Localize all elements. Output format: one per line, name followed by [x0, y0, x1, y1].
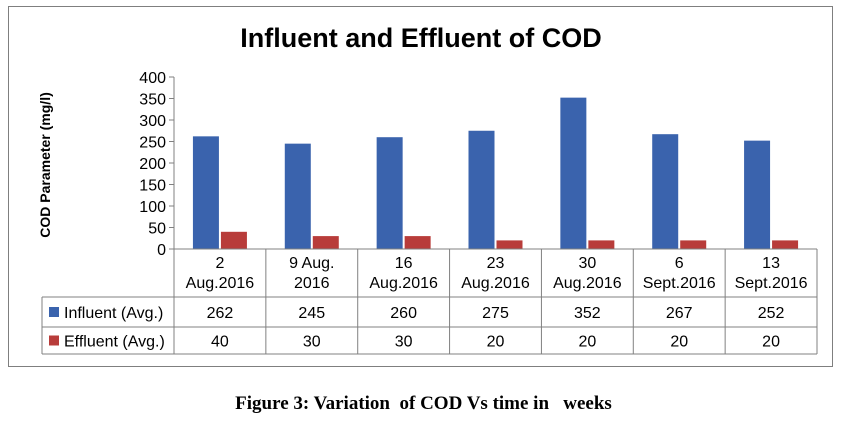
category-label: 2 [215, 255, 224, 272]
category-label: Aug.2016 [369, 275, 438, 292]
category-label: Aug.2016 [553, 275, 622, 292]
influent-bar [744, 140, 771, 249]
influent-bar [192, 136, 219, 249]
effluent-bar [680, 240, 707, 249]
data-label: 267 [666, 305, 693, 322]
influent-bar [468, 130, 495, 249]
data-label: 20 [670, 334, 688, 351]
data-label: 30 [395, 334, 413, 351]
figure-caption: Figure 3: Variation of COD Vs time in we… [235, 393, 612, 414]
influent-bar [284, 143, 311, 249]
data-label: 20 [487, 334, 505, 351]
category-label: Aug.2016 [461, 275, 530, 292]
effluent-bar [588, 240, 615, 249]
influent-bar [652, 134, 679, 249]
data-label: 20 [578, 334, 596, 351]
category-label: Sept.2016 [643, 275, 716, 292]
data-label: 262 [207, 305, 234, 322]
category-label: Aug.2016 [186, 275, 255, 292]
y-tick-label: 150 [139, 178, 166, 195]
influent-bar [560, 97, 587, 249]
category-label: Sept.2016 [735, 275, 808, 292]
y-tick-label: 400 [139, 70, 166, 87]
influent-legend-key [49, 307, 59, 317]
y-tick-label: 100 [139, 199, 166, 216]
effluent-legend-key [49, 335, 59, 346]
cod-bar-chart: Influent and Effluent of COD COD Paramete… [37, 23, 818, 355]
category-label: 30 [578, 255, 596, 272]
effluent-bar [220, 231, 247, 249]
chart-title: Influent and Effluent of COD [240, 23, 601, 53]
data-label: 260 [390, 305, 417, 322]
category-label: 9 Aug. [289, 255, 334, 272]
influent-bar [376, 137, 403, 249]
y-tick-label: 350 [139, 92, 166, 109]
y-tick-label: 250 [139, 135, 166, 152]
y-tick-label: 50 [148, 221, 166, 238]
y-tick-label: 0 [157, 242, 166, 259]
category-label: 16 [395, 255, 413, 272]
data-label: 20 [762, 334, 780, 351]
data-label: 40 [211, 334, 229, 351]
y-axis-label: COD Parameter (mg/l) [37, 92, 53, 237]
y-tick-label: 200 [139, 156, 166, 173]
influent-legend-label: Influent (Avg.) [64, 305, 163, 322]
effluent-bar [496, 240, 523, 249]
effluent-bar [772, 240, 799, 249]
data-label: 275 [482, 305, 509, 322]
chart-frame: Influent and Effluent of COD COD Paramete… [8, 6, 833, 367]
category-label: 2016 [294, 275, 330, 292]
effluent-bar [404, 236, 431, 249]
data-label: 252 [758, 305, 785, 322]
y-tick-label: 300 [139, 113, 166, 130]
effluent-bar [312, 236, 339, 249]
data-label: 30 [303, 334, 321, 351]
category-label: 13 [762, 255, 780, 272]
data-label: 245 [298, 305, 325, 322]
category-label: 6 [675, 255, 684, 272]
effluent-legend-label: Effluent (Avg.) [64, 334, 165, 351]
data-label: 352 [574, 305, 601, 322]
category-label: 23 [487, 255, 505, 272]
